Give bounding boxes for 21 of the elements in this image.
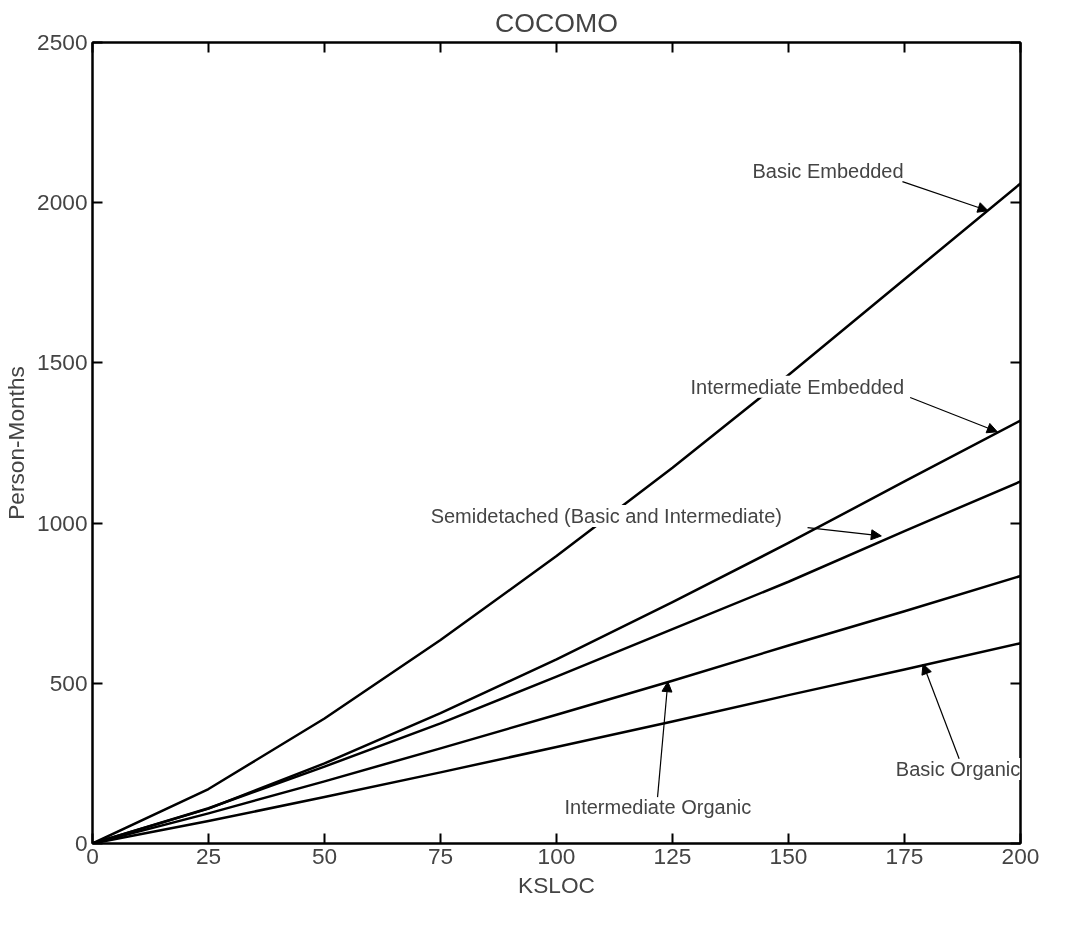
x-tick-label: 200 (1001, 842, 1040, 869)
x-tick-label: 50 (311, 842, 338, 869)
annotation: Intermediate Organic (564, 795, 752, 818)
x-tick-label: 175 (885, 842, 924, 869)
annotation: Basic Organic (895, 758, 1021, 781)
chart-title: COCOMO (495, 7, 618, 38)
annotation: Intermediate Embedded (690, 375, 905, 398)
x-tick-label: 75 (427, 842, 454, 869)
y-axis-title: Person-Months (3, 366, 30, 520)
x-tick-label: 125 (653, 842, 692, 869)
annotation: Basic Embedded (752, 159, 904, 182)
y-tick-label: 1500 (37, 349, 88, 376)
y-tick-label: 500 (49, 669, 88, 696)
y-tick-label: 1000 (37, 509, 88, 536)
x-tick-label: 150 (769, 842, 808, 869)
y-tick-label: 2000 (37, 189, 88, 216)
x-tick-label: 25 (195, 842, 222, 869)
y-tick-label: 2500 (37, 29, 88, 55)
x-tick-label: 100 (537, 842, 576, 869)
annotation: Semidetached (Basic and Intermediate) (430, 504, 782, 527)
x-axis-title: KSLOC (518, 871, 595, 898)
